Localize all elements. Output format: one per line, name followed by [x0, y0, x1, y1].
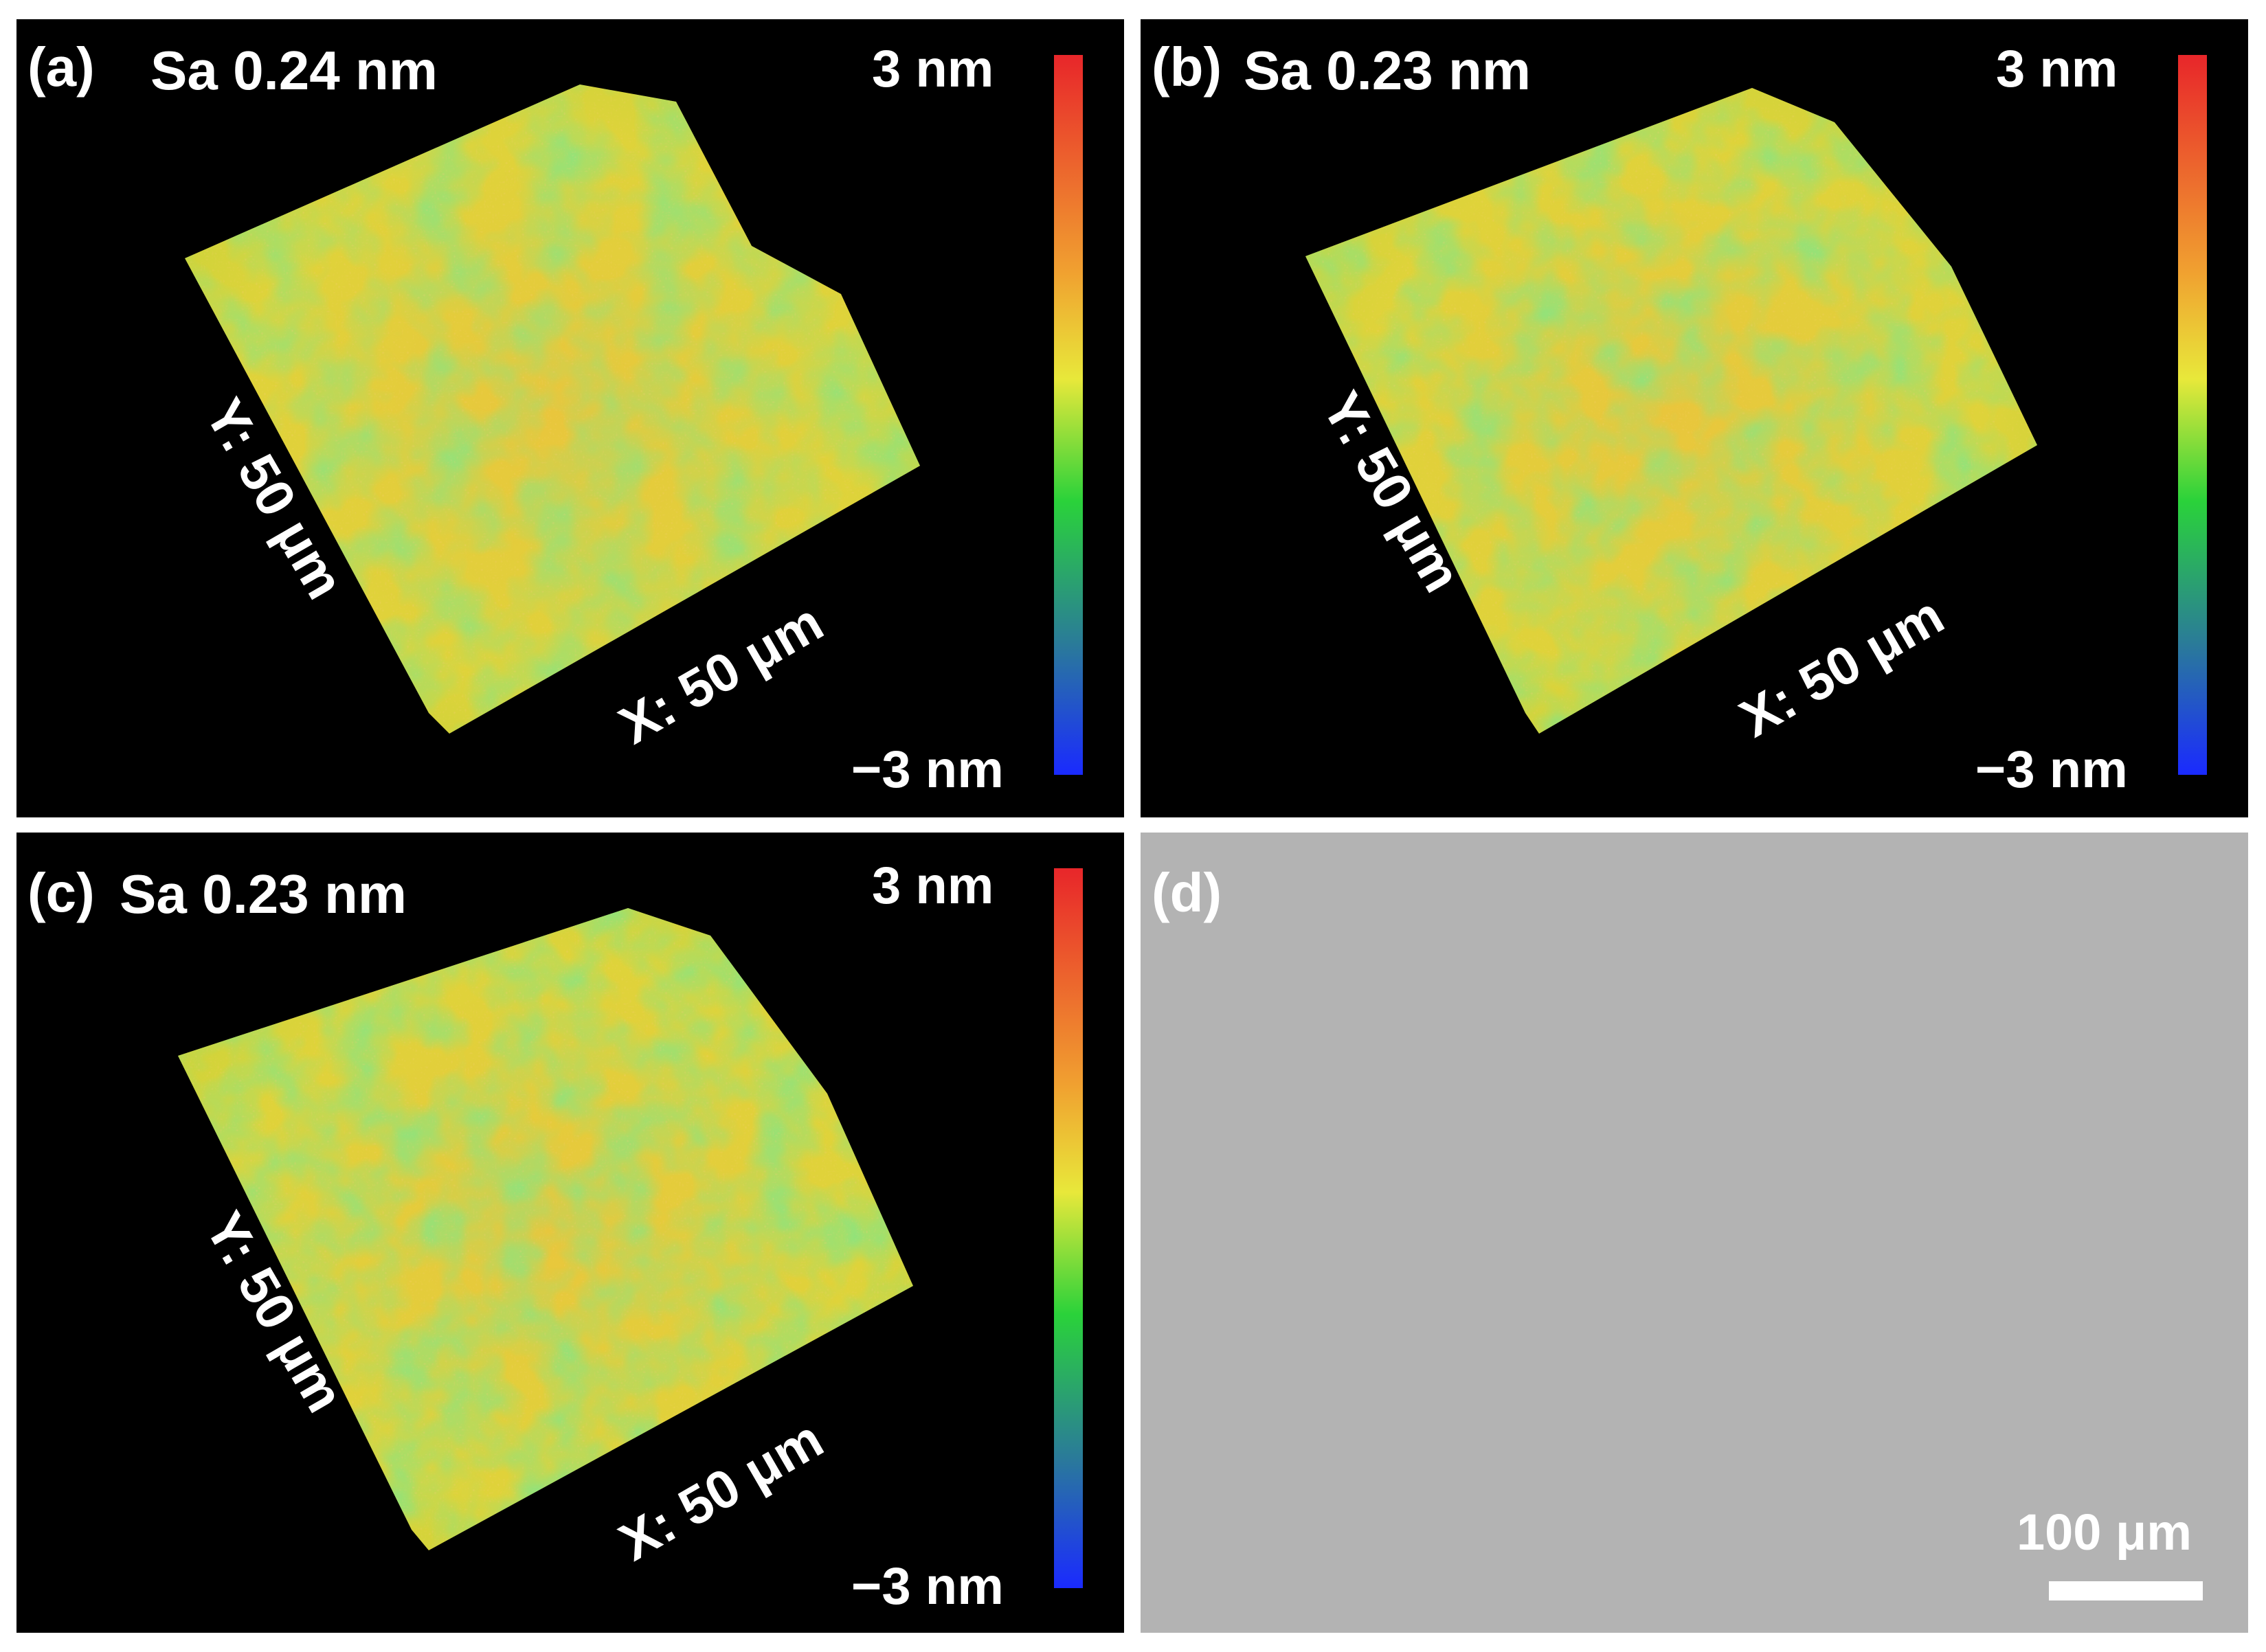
surface-b: [1305, 88, 2037, 734]
colorbar-max-c: 3 nm: [872, 857, 994, 915]
sa-value-b: Sa 0.23 nm: [1244, 40, 1532, 101]
scalebar-label: 100 μm: [2017, 1504, 2192, 1561]
colorbar-a: [1054, 55, 1083, 775]
surface-c: [178, 908, 913, 1550]
sa-value-c: Sa 0.23 nm: [120, 863, 407, 925]
panel-letter-a: (a): [27, 36, 95, 98]
colorbar-b: [2178, 55, 2207, 775]
panel-a: (a) Sa 0.24 nm 3 nm −3 nm Y: 50 μm X: 50…: [16, 19, 1124, 817]
surface-plot-a: [185, 55, 1083, 775]
panel-letter-c: (c): [27, 862, 95, 923]
colorbar-c: [1054, 868, 1083, 1588]
panel-c: (c) Sa 0.23 nm 3 nm −3 nm Y: 50 μm X: 50…: [16, 833, 1124, 1633]
panel-d: (d) 100 μm: [1141, 833, 2248, 1633]
surface-plot-c: [178, 868, 1083, 1588]
surface-a: [185, 84, 920, 734]
surface-plot-b: [1305, 55, 2207, 775]
colorbar-max-a: 3 nm: [872, 40, 994, 98]
colorbar-min-c: −3 nm: [851, 1557, 1004, 1616]
colorbar-max-b: 3 nm: [1996, 40, 2118, 98]
colorbar-min-b: −3 nm: [1975, 740, 2128, 799]
sa-value-a: Sa 0.24 nm: [150, 40, 438, 101]
panel-letter-b: (b): [1152, 36, 1222, 98]
colorbar-min-a: −3 nm: [851, 740, 1004, 799]
panel-b: (b) Sa 0.23 nm 3 nm −3 nm Y: 50 μm X: 50…: [1141, 19, 2248, 817]
panel-letter-d: (d): [1152, 862, 1222, 923]
scalebar: [2049, 1581, 2203, 1600]
